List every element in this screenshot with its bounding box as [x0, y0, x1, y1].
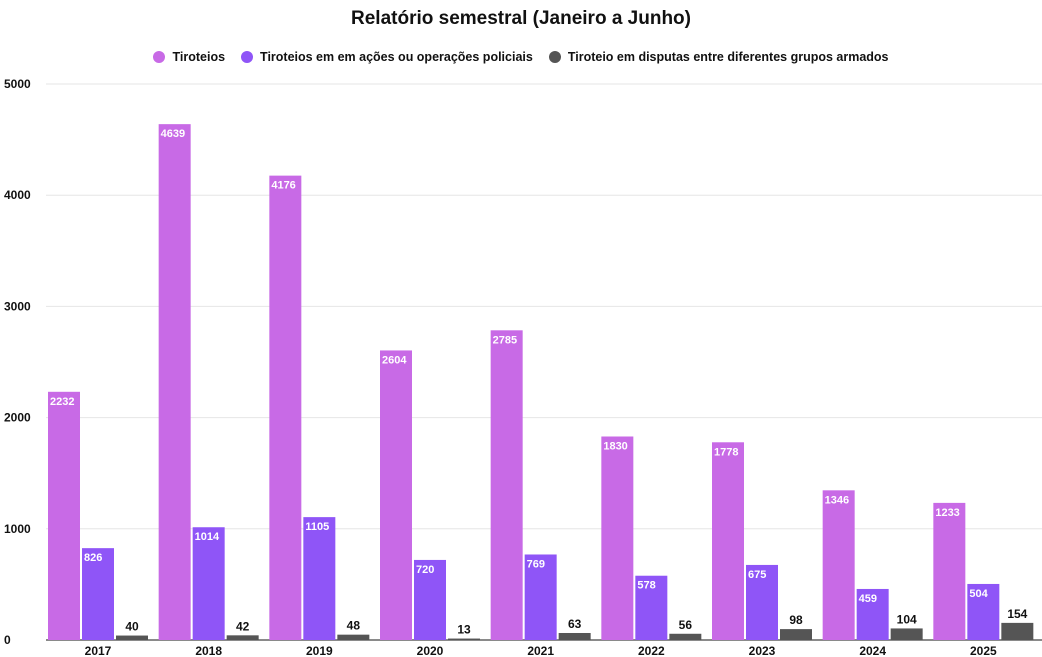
- bar-value-label: 63: [568, 617, 582, 631]
- bar-value-label: 1014: [195, 531, 220, 543]
- bar-value-label: 1105: [305, 521, 329, 533]
- legend-swatch-tiroteios: [153, 51, 166, 63]
- bar-value-label: 154: [1007, 607, 1027, 621]
- bar: [380, 350, 412, 640]
- bar-value-label: 720: [416, 564, 434, 576]
- bar-value-label: 1778: [714, 446, 738, 458]
- legend: Tiroteios Tiroteios em em ações ou opera…: [0, 50, 1042, 64]
- bar: [448, 638, 480, 640]
- bar-value-label: 826: [84, 552, 102, 564]
- bar: [337, 634, 370, 640]
- bar-value-label: 1830: [603, 441, 627, 453]
- bar: [1001, 622, 1034, 640]
- bar: [856, 588, 889, 640]
- bar: [890, 628, 923, 640]
- bar: [490, 330, 523, 640]
- bar: [635, 575, 668, 640]
- bar: [524, 554, 557, 640]
- legend-label-tiroteios: Tiroteios: [172, 50, 226, 64]
- x-tick-label: 2025: [970, 644, 997, 657]
- bar-value-label: 1346: [825, 494, 849, 506]
- bar: [746, 564, 778, 640]
- bar: [780, 629, 812, 640]
- bar: [414, 559, 446, 640]
- x-tick-label: 2017: [85, 644, 112, 657]
- bar-value-label: 769: [527, 558, 545, 570]
- y-tick-label: 5000: [4, 77, 31, 91]
- bar: [158, 124, 191, 641]
- y-tick-label: 3000: [4, 299, 31, 313]
- y-tick-label: 0: [4, 633, 11, 647]
- bar-value-label: 48: [347, 619, 361, 633]
- bar: [669, 633, 702, 640]
- y-tick-label: 1000: [4, 522, 31, 536]
- bar-value-label: 104: [897, 612, 917, 626]
- y-tick-label: 4000: [4, 188, 31, 202]
- bar: [226, 635, 259, 640]
- bar-value-label: 2785: [493, 334, 517, 346]
- bar: [822, 490, 855, 640]
- bar: [601, 436, 634, 640]
- bar-value-label: 98: [789, 613, 803, 627]
- x-tick-label: 2021: [527, 644, 554, 657]
- legend-item-operacoes-policiais[interactable]: Tiroteios em em ações ou operações polic…: [241, 50, 533, 64]
- bar-value-label: 675: [748, 569, 766, 581]
- chart-title: Relatório semestral (Janeiro a Junho): [351, 8, 691, 29]
- bar-value-label: 4176: [271, 180, 295, 192]
- bar: [967, 583, 1000, 640]
- bar: [303, 517, 336, 640]
- bar: [712, 442, 744, 640]
- bar-value-label: 4639: [161, 128, 185, 140]
- x-tick-label: 2020: [417, 644, 444, 657]
- x-tick-label: 2024: [859, 644, 886, 657]
- bar-value-label: 2232: [50, 396, 74, 408]
- bar: [269, 175, 302, 641]
- bar: [82, 548, 114, 640]
- legend-swatch-operacoes-policiais: [241, 51, 254, 63]
- bar-value-label: 56: [679, 618, 693, 632]
- x-tick-label: 2023: [749, 644, 776, 657]
- x-tick-label: 2018: [195, 644, 222, 657]
- bar-value-label: 40: [125, 620, 139, 634]
- legend-label-disputas-grupos: Tiroteio em disputas entre diferentes gr…: [567, 50, 889, 64]
- bar: [48, 391, 80, 640]
- bar-value-label: 42: [236, 619, 250, 633]
- x-tick-label: 2022: [638, 644, 665, 657]
- bar: [192, 527, 225, 640]
- bar: [558, 632, 591, 640]
- bar: [116, 635, 148, 640]
- legend-item-tiroteios[interactable]: Tiroteios: [153, 50, 225, 64]
- bar-value-label: 578: [637, 580, 655, 592]
- x-tick-label: 2019: [306, 644, 333, 657]
- legend-item-disputas-grupos[interactable]: Tiroteio em disputas entre diferentes gr…: [548, 50, 889, 64]
- bar-value-label: 459: [859, 593, 877, 605]
- bar-value-label: 1233: [935, 507, 959, 519]
- bar-value-label: 2604: [382, 354, 407, 366]
- bar-value-label: 13: [457, 623, 471, 637]
- legend-swatch-disputas-grupos: [548, 51, 561, 63]
- legend-label-operacoes-policiais: Tiroteios em em ações ou operações polic…: [260, 50, 533, 64]
- bar-value-label: 504: [969, 588, 988, 600]
- bar: [933, 502, 966, 640]
- y-tick-label: 2000: [4, 411, 31, 425]
